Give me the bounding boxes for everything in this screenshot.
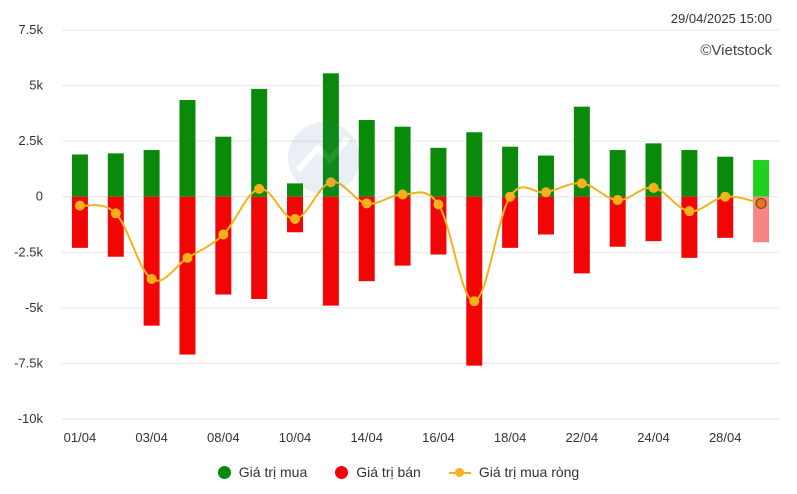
y-tick-label: -7.5k: [14, 355, 43, 370]
sell-bar: [609, 196, 626, 247]
y-tick-label: 7.5k: [18, 22, 43, 37]
net-point: [720, 191, 731, 202]
sell-bar: [502, 196, 519, 248]
legend-buy-swatch-icon: [217, 465, 231, 479]
net-point: [361, 198, 372, 209]
legend: Giá trị mua Giá trị bán Giá trị mua ròng: [0, 464, 797, 480]
y-axis-ticks: 7.5k 5k 2.5k 0 -2.5k -5k -7.5k -10k: [14, 22, 43, 426]
sell-bar: [71, 196, 88, 248]
buy-bar: [645, 143, 662, 197]
sell-bar: [251, 196, 268, 299]
legend-item-sell[interactable]: Giá trị bán: [335, 464, 421, 480]
net-point: [325, 177, 336, 188]
net-point: [576, 178, 587, 189]
legend-net-swatch-icon: [448, 466, 471, 479]
sell-bar: [143, 196, 160, 326]
sell-bar: [215, 196, 232, 295]
bars: [71, 73, 770, 366]
legend-item-buy[interactable]: Giá trị mua: [217, 464, 308, 480]
x-tick-label: 14/04: [350, 430, 383, 445]
y-tick-label: 5k: [29, 78, 43, 93]
net-point: [612, 195, 623, 206]
buy-bar: [251, 88, 268, 197]
sell-bar: [681, 196, 698, 258]
buy-bar: [215, 136, 232, 197]
x-tick-label: 01/04: [64, 430, 97, 445]
buy-bar: [107, 153, 124, 197]
net-line: [74, 177, 767, 307]
net-point: [290, 213, 301, 224]
net-point: [218, 229, 229, 240]
sell-bar: [107, 196, 124, 257]
x-axis-ticks: 01/04 03/04 08/04 10/04 14/04 16/04 18/04 22/04…: [64, 430, 742, 445]
y-tick-label: -2.5k: [14, 244, 43, 259]
x-tick-label: 03/04: [135, 430, 168, 445]
legend-item-net[interactable]: Giá trị mua ròng: [448, 464, 580, 480]
buy-bar: [287, 183, 304, 197]
x-tick-label: 18/04: [494, 430, 527, 445]
sell-bar: [466, 196, 483, 366]
buy-bar: [322, 73, 339, 197]
sell-bar: [717, 196, 734, 238]
net-point: [684, 206, 695, 217]
credit-label: ©Vietstock: [700, 42, 772, 59]
y-tick-label: -5k: [25, 300, 44, 315]
x-tick-label: 22/04: [566, 430, 599, 445]
buy-bar: [609, 150, 626, 197]
buy-bar: [358, 120, 375, 197]
x-tick-label: 08/04: [207, 430, 240, 445]
buy-bar: [537, 155, 554, 197]
buy-bar: [71, 154, 88, 197]
buy-bar: [681, 150, 698, 197]
buy-bar: [179, 100, 196, 197]
sell-bar: [573, 196, 590, 274]
buy-bar: [573, 106, 590, 197]
net-point: [505, 191, 516, 202]
sell-bar: [753, 196, 770, 243]
sell-bar: [322, 196, 339, 306]
sell-bar: [537, 196, 554, 235]
buy-bar: [466, 132, 483, 197]
buy-bar: [753, 160, 770, 197]
x-tick-label: 28/04: [709, 430, 742, 445]
sell-bar: [645, 196, 662, 242]
net-point: [182, 252, 193, 263]
sell-bar: [358, 196, 375, 282]
net-point: [397, 189, 408, 200]
net-point: [146, 273, 157, 284]
net-point: [110, 208, 121, 219]
legend-sell-label: Giá trị bán: [356, 464, 421, 480]
buy-bar: [502, 146, 519, 197]
net-point: [433, 199, 444, 210]
watermark-logo-icon: [288, 122, 360, 194]
net-point: [74, 200, 85, 211]
net-point: [648, 182, 659, 193]
x-tick-label: 16/04: [422, 430, 455, 445]
legend-buy-label: Giá trị mua: [238, 464, 308, 480]
x-tick-label: 10/04: [279, 430, 312, 445]
sell-bar: [394, 196, 411, 266]
sell-bar: [179, 196, 196, 355]
x-tick-label: 24/04: [637, 430, 670, 445]
grid-lines: [62, 29, 779, 420]
net-point: [540, 187, 551, 198]
buy-bar: [717, 156, 734, 197]
y-tick-label: 2.5k: [18, 133, 43, 148]
net-point: [469, 296, 480, 307]
net-point: [755, 197, 767, 209]
net-point: [254, 183, 265, 194]
buy-bar: [394, 126, 411, 197]
y-tick-label: 0: [36, 189, 43, 204]
buy-bar: [143, 150, 160, 197]
y-tick-label: -10k: [18, 411, 44, 426]
timestamp: 29/04/2025 15:00: [671, 11, 772, 26]
legend-net-label: Giá trị mua ròng: [478, 464, 580, 480]
buy-bar: [430, 147, 447, 197]
legend-sell-swatch-icon: [335, 465, 349, 479]
